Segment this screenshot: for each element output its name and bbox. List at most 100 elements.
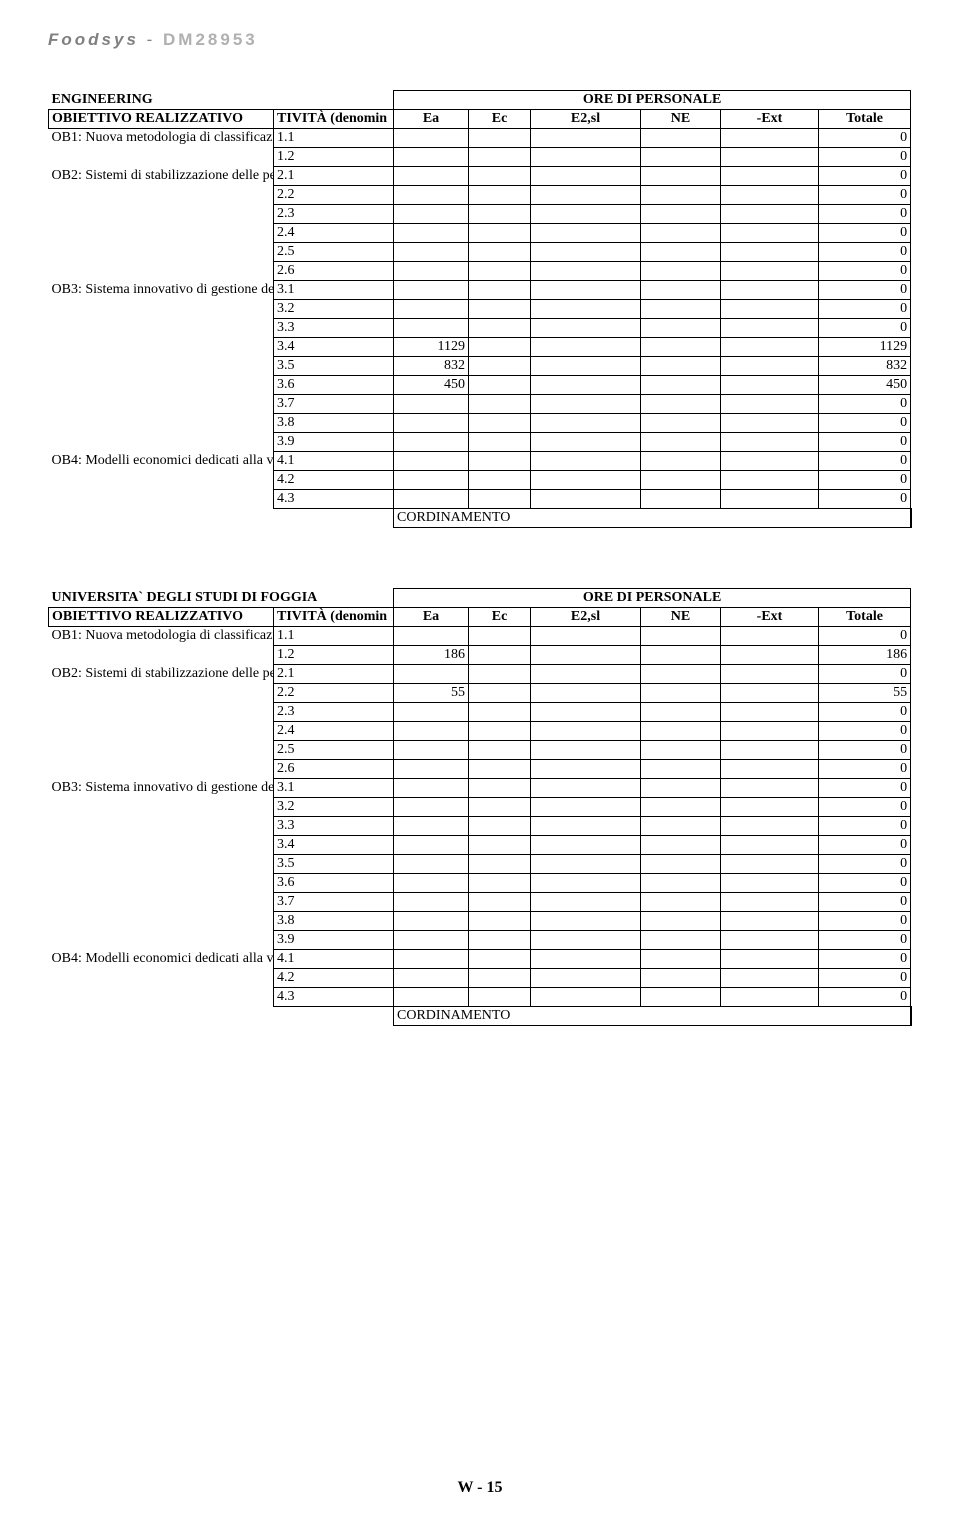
cell-ec [469, 855, 531, 874]
cell-ea: 1129 [394, 338, 469, 357]
cell-ext [721, 414, 819, 433]
cell-e2 [531, 262, 641, 281]
cell-e2 [531, 357, 641, 376]
cell-ea [394, 988, 469, 1007]
cell-act: 3.7 [274, 893, 394, 912]
cell-e2 [531, 205, 641, 224]
cell-ext [721, 703, 819, 722]
col-e2: E2,sl [531, 608, 641, 627]
cell-ec [469, 243, 531, 262]
cell-ext [721, 129, 819, 148]
cell-ea [394, 817, 469, 836]
col-ea: Ea [394, 608, 469, 627]
obj-cell [274, 509, 394, 528]
cell-ec [469, 471, 531, 490]
cell-act: 2.3 [274, 703, 394, 722]
cell-ne [641, 319, 721, 338]
cell-ea [394, 243, 469, 262]
cell-ea [394, 912, 469, 931]
header-brand: Foodsys [48, 30, 139, 49]
cell-ec [469, 224, 531, 243]
cell-e2 [531, 627, 641, 646]
cell-tot: 0 [819, 148, 911, 167]
cell-act: 3.5 [274, 357, 394, 376]
cell-ea [394, 129, 469, 148]
cell-ext [721, 224, 819, 243]
cell-e2 [531, 874, 641, 893]
col-obj: OBIETTIVO REALIZZATIVO [49, 608, 274, 627]
cell-ne [641, 988, 721, 1007]
cell-e2 [531, 300, 641, 319]
cell-ea [394, 741, 469, 760]
cell-ext [721, 722, 819, 741]
cell-ext [721, 205, 819, 224]
cell-e2 [531, 893, 641, 912]
cell-ext [721, 684, 819, 703]
cell-e2 [531, 931, 641, 950]
cell-ext [721, 931, 819, 950]
cell-ec [469, 433, 531, 452]
cell-act: 2.6 [274, 760, 394, 779]
cell-ec [469, 912, 531, 931]
cell-ne [641, 893, 721, 912]
cell-ne [641, 855, 721, 874]
cell-tot: 55 [819, 684, 911, 703]
obj-cell: OB2: Sistemi di stabilizzazione delle pe… [49, 167, 274, 281]
cell-ext [721, 243, 819, 262]
cell-ec [469, 798, 531, 817]
cell-ne [641, 741, 721, 760]
cell-tot: 0 [819, 243, 911, 262]
cell-tot: 0 [911, 509, 912, 528]
table-row: OB4: Modelli economici dedicati alla val… [49, 452, 912, 471]
cell-ec [469, 950, 531, 969]
cell-e2 [531, 988, 641, 1007]
cell-ext [721, 836, 819, 855]
cell-act: 3.2 [274, 798, 394, 817]
cell-tot: 0 [819, 186, 911, 205]
cell-ext [721, 490, 819, 509]
cell-ne [641, 129, 721, 148]
cell-ne [641, 874, 721, 893]
cell-ec [469, 760, 531, 779]
cell-tot: 0 [819, 452, 911, 471]
cell-ne [641, 931, 721, 950]
cell-ne [641, 760, 721, 779]
cell-e2 [531, 414, 641, 433]
col-e2: E2,sl [531, 110, 641, 129]
cell-ec [469, 874, 531, 893]
cell-e2 [531, 376, 641, 395]
cell-ne [641, 167, 721, 186]
cell-act: 2.3 [274, 205, 394, 224]
page-footer: W - 15 [0, 1479, 960, 1497]
cell-act: 3.2 [274, 300, 394, 319]
cell-tot: 0 [819, 931, 911, 950]
cell-ea [394, 395, 469, 414]
cell-ne [641, 300, 721, 319]
cell-tot: 0 [819, 950, 911, 969]
cell-e2 [531, 224, 641, 243]
cell-ne [641, 433, 721, 452]
cell-ea [394, 433, 469, 452]
cell-ec [469, 376, 531, 395]
cell-ne [641, 627, 721, 646]
table-title: ENGINEERING [49, 91, 394, 110]
cell-ec [469, 627, 531, 646]
cell-e2 [531, 912, 641, 931]
obj-cell: OB4: Modelli economici dedicati alla val… [49, 452, 274, 528]
cell-ec [469, 779, 531, 798]
cell-tot: 0 [819, 741, 911, 760]
cell-ea [394, 452, 469, 471]
cell-tot: 0 [819, 395, 911, 414]
cell-act: 2.1 [274, 665, 394, 684]
cell-ext [721, 874, 819, 893]
cell-e2 [531, 836, 641, 855]
col-act: TIVITÀ (denomin [274, 110, 394, 129]
cell-act: 3.8 [274, 414, 394, 433]
cell-e2 [531, 969, 641, 988]
table-row: OB4: Modelli economici dedicati alla val… [49, 950, 912, 969]
cell-ea [394, 950, 469, 969]
table-row: OB3: Sistema innovativo di gestione dece… [49, 281, 912, 300]
cell-ea [394, 779, 469, 798]
cell-ne [641, 224, 721, 243]
cell-act: 2.2 [274, 186, 394, 205]
